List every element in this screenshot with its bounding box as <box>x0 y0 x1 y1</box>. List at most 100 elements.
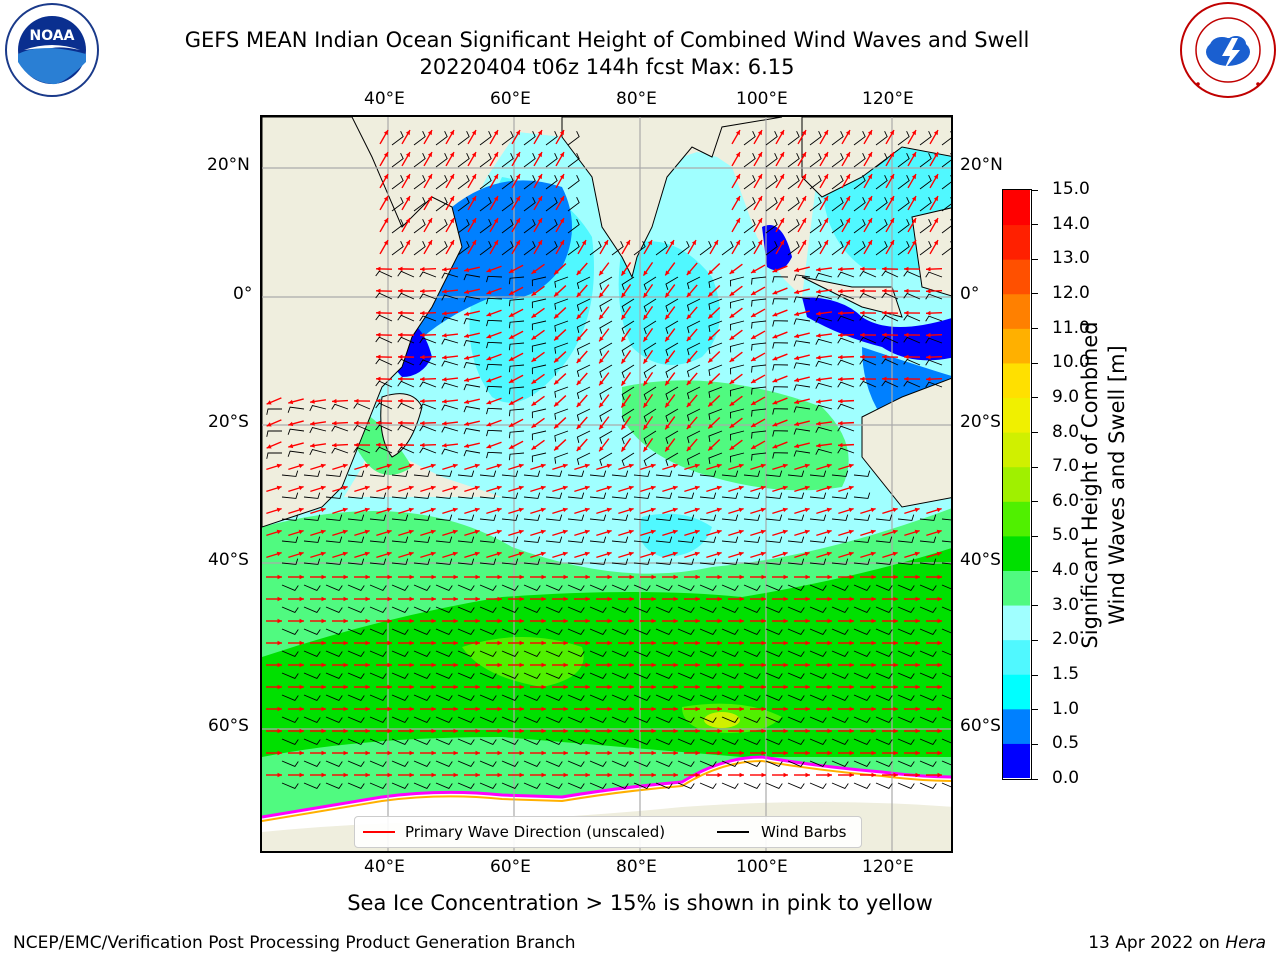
wave-direction-arrowhead <box>320 507 326 513</box>
wave-direction-arrowhead <box>738 485 744 491</box>
wave-direction-arrowhead <box>383 174 388 180</box>
colorbar <box>1002 189 1032 780</box>
wind-barb <box>743 536 761 543</box>
wave-direction-arrowhead <box>848 463 854 469</box>
wind-barb <box>369 558 387 565</box>
wind-barb <box>479 536 497 543</box>
wind-barb <box>545 760 563 768</box>
wind-barb <box>486 319 503 327</box>
wind-barb <box>721 536 739 543</box>
wind-barb <box>881 314 899 322</box>
wave-direction-arrowhead <box>562 485 568 491</box>
wind-barb <box>508 430 525 439</box>
wave-direction-arrowhead <box>757 196 762 202</box>
wave-direction-arrowhead <box>497 750 502 756</box>
wind-barb <box>699 492 717 499</box>
wave-direction-arrowhead <box>673 684 678 690</box>
wind-barb <box>375 314 393 322</box>
wave-direction-arrowhead <box>298 507 304 513</box>
wave-direction-arrowhead <box>686 292 692 298</box>
wind-barb <box>729 298 745 309</box>
wind-barb <box>677 716 695 724</box>
wave-direction-arrowhead <box>541 728 546 734</box>
wind-barb <box>743 130 756 146</box>
wave-direction-arrowhead <box>805 728 810 734</box>
wind-barb <box>677 514 695 521</box>
wind-barb <box>457 694 475 702</box>
wave-direction-arrowhead <box>508 334 514 339</box>
wind-barb <box>772 408 789 415</box>
wave-direction-arrowhead <box>518 507 524 513</box>
wind-barb <box>369 514 387 521</box>
wind-barb <box>686 342 701 356</box>
wind-barb <box>643 408 657 423</box>
wind-barb <box>837 447 855 454</box>
wave-direction-arrowhead <box>629 662 634 668</box>
wind-barb <box>554 320 569 332</box>
colorbar-tick-mark <box>1032 224 1038 226</box>
wave-direction-arrowhead <box>621 336 626 342</box>
wave-direction-arrowhead <box>933 152 938 158</box>
wind-barb <box>721 514 739 521</box>
wave-direction-arrowhead <box>321 618 326 624</box>
lat-label-right-20n: 20°N <box>960 155 1003 175</box>
wind-barb <box>531 452 547 463</box>
wind-barb <box>457 672 475 680</box>
wave-direction-arrowhead <box>515 152 520 158</box>
wave-direction-arrowhead <box>717 596 722 602</box>
wind-barb <box>643 320 657 335</box>
wave-direction-arrowhead <box>867 130 872 136</box>
wind-barb <box>919 760 937 768</box>
wave-direction-arrowhead <box>431 706 436 712</box>
wave-direction-arrowhead <box>541 618 546 624</box>
wind-barb <box>501 130 514 146</box>
wave-direction-arrowhead <box>449 174 454 180</box>
wind-barb <box>831 584 849 592</box>
wave-direction-arrowhead <box>420 376 425 382</box>
wind-barb <box>941 218 951 234</box>
wave-direction-arrowhead <box>386 463 392 469</box>
wave-direction-arrowhead <box>515 130 520 136</box>
wave-direction-arrowhead <box>794 267 800 273</box>
wind-barb <box>875 716 893 724</box>
wave-direction-arrowhead <box>563 574 568 580</box>
wave-direction-arrowhead <box>937 596 942 602</box>
wind-barb <box>375 270 393 278</box>
wind-barb <box>375 402 393 410</box>
wave-direction-arrowhead <box>603 240 608 246</box>
wind-barb <box>729 408 745 419</box>
wind-barb <box>831 492 849 499</box>
wave-direction-arrowhead <box>277 574 282 580</box>
wave-direction-arrowhead <box>376 266 381 272</box>
wave-direction-arrowhead <box>823 218 828 224</box>
colorbar-tick-label: 5.0 <box>1052 525 1080 546</box>
wave-direction-arrowhead <box>860 376 865 382</box>
wave-direction-arrowhead <box>519 728 524 734</box>
wave-direction-arrowhead <box>816 421 821 426</box>
wave-direction-arrowhead <box>827 772 832 778</box>
wave-direction-arrowhead <box>554 291 559 297</box>
wave-direction-arrowhead <box>519 618 524 624</box>
wind-barb <box>531 320 547 331</box>
wave-direction-arrowhead <box>647 240 652 246</box>
wind-barb <box>397 336 415 344</box>
wave-direction-arrowhead <box>629 772 634 778</box>
colorbar-tick-label: 4.0 <box>1052 560 1080 581</box>
wave-direction-arrowhead <box>288 399 294 405</box>
colorbar-tick-mark <box>1032 432 1038 434</box>
wave-direction-arrowhead <box>430 529 436 535</box>
wind-barb <box>787 470 805 477</box>
wave-direction-arrowhead <box>585 574 590 580</box>
wave-direction-arrowhead <box>420 310 425 316</box>
wind-barb <box>435 716 453 724</box>
wind-barb <box>397 292 415 300</box>
wave-direction-arrowhead <box>794 377 800 383</box>
wave-direction-arrowhead <box>541 596 546 602</box>
wind-barb <box>435 606 453 614</box>
wave-direction-arrowhead <box>673 750 678 756</box>
wave-direction-arrowhead <box>398 376 403 382</box>
wave-direction-arrowhead <box>321 706 326 712</box>
wave-direction-arrowhead <box>708 291 714 297</box>
wave-direction-arrowhead <box>584 551 590 557</box>
wave-direction-arrowhead <box>686 336 692 342</box>
